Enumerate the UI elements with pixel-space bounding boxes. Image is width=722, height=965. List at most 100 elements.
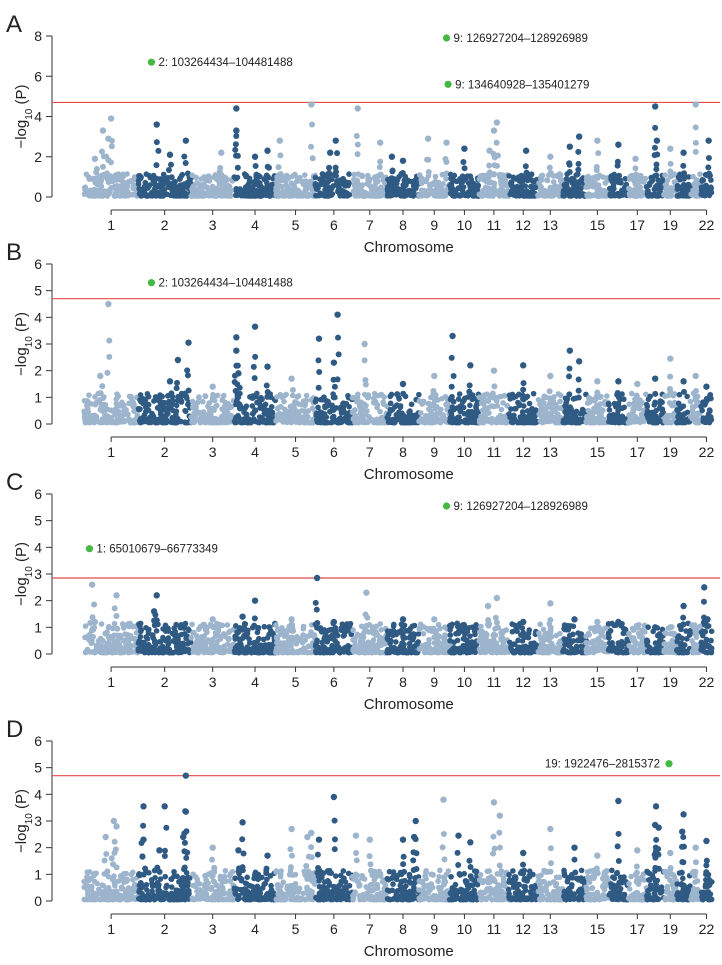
snp-point xyxy=(479,396,486,402)
snp-point xyxy=(632,165,639,172)
snp-point xyxy=(195,193,202,199)
snp-point xyxy=(606,407,613,413)
snp-point xyxy=(519,416,525,423)
snp-point xyxy=(375,392,382,399)
snp-point xyxy=(173,402,180,409)
snp-point xyxy=(136,191,143,197)
snp-peak-point xyxy=(615,141,622,148)
snp-point xyxy=(464,419,470,425)
snp-point xyxy=(263,382,270,389)
snp-peak-point xyxy=(264,363,271,370)
snp-point xyxy=(238,405,244,412)
snp-point xyxy=(340,633,347,639)
snp-point xyxy=(523,169,530,176)
snp-point xyxy=(326,175,333,182)
snp-point xyxy=(277,189,283,196)
snp-peak-point xyxy=(594,378,601,385)
snp-point xyxy=(267,187,274,193)
snp-point xyxy=(202,183,208,190)
snp-point xyxy=(312,174,319,181)
snp-point xyxy=(309,121,316,128)
snp-point xyxy=(606,402,612,408)
snp-point xyxy=(316,369,323,376)
snp-point xyxy=(135,405,142,412)
snp-point xyxy=(365,649,371,656)
snp-point xyxy=(587,419,594,426)
snp-point xyxy=(309,155,316,162)
snp-point xyxy=(424,625,430,632)
snp-point xyxy=(428,408,435,414)
snp-point xyxy=(98,177,105,183)
snp-point xyxy=(315,384,322,391)
snp-point xyxy=(455,418,462,425)
snp-point xyxy=(322,403,328,409)
snp-point xyxy=(164,406,171,413)
snp-point xyxy=(400,623,407,630)
snp-point xyxy=(608,190,615,197)
snp-point xyxy=(151,617,158,624)
snp-point xyxy=(380,177,386,183)
snp-point xyxy=(82,634,88,641)
x-tick-label: 6 xyxy=(330,674,338,690)
snp-point xyxy=(589,410,596,417)
snp-point xyxy=(359,173,366,180)
snp-point xyxy=(593,184,600,191)
snp-point xyxy=(175,638,181,645)
snp-point xyxy=(584,400,591,406)
snp-point xyxy=(647,393,653,400)
snp-point xyxy=(500,400,506,406)
snp-point xyxy=(246,192,253,199)
snp-point xyxy=(537,183,544,190)
snp-point xyxy=(385,416,392,423)
snp-point xyxy=(650,192,657,199)
snp-point xyxy=(302,172,308,178)
snp-point xyxy=(575,166,582,173)
significant-locus-point xyxy=(147,58,156,66)
x-tick-label: 13 xyxy=(543,674,559,690)
snp-point xyxy=(614,158,621,165)
snp-point xyxy=(292,185,298,191)
snp-peak-point xyxy=(680,378,687,385)
snp-point xyxy=(274,394,280,400)
snp-point xyxy=(566,373,573,380)
snp-point xyxy=(284,185,290,191)
snp-point xyxy=(402,635,408,641)
snp-peak-point xyxy=(566,347,574,354)
snp-point xyxy=(234,362,241,369)
snp-point xyxy=(160,171,167,178)
snp-point xyxy=(319,639,325,646)
x-tick-label: 5 xyxy=(292,674,300,690)
snp-point xyxy=(82,184,89,191)
snp-point xyxy=(501,393,507,399)
snp-point xyxy=(375,193,381,199)
snp-point xyxy=(566,391,573,398)
snp-point xyxy=(326,627,332,633)
snp-point xyxy=(526,400,533,407)
snp-point xyxy=(233,133,240,140)
x-tick-label: 2 xyxy=(161,674,169,690)
snp-point xyxy=(467,402,473,409)
snp-peak-point xyxy=(91,155,99,162)
snp-point xyxy=(606,419,612,425)
snp-point xyxy=(236,384,243,391)
snp-point xyxy=(308,629,314,635)
snp-peak-point xyxy=(233,127,240,134)
snp-point xyxy=(86,418,93,425)
snp-point xyxy=(416,625,423,632)
snp-point xyxy=(117,174,124,180)
snp-point xyxy=(368,186,375,193)
snp-point xyxy=(449,173,456,179)
x-tick-label: 12 xyxy=(515,444,531,460)
snp-point xyxy=(432,188,439,194)
snp-peak-point xyxy=(107,115,115,122)
snp-point xyxy=(427,185,433,192)
y-tick-label: 0 xyxy=(34,646,42,662)
snp-point xyxy=(297,648,303,655)
snp-point xyxy=(418,177,424,183)
snp-point xyxy=(168,174,175,181)
snp-point xyxy=(252,353,259,360)
snp-point xyxy=(290,402,297,409)
snp-point xyxy=(159,393,165,400)
